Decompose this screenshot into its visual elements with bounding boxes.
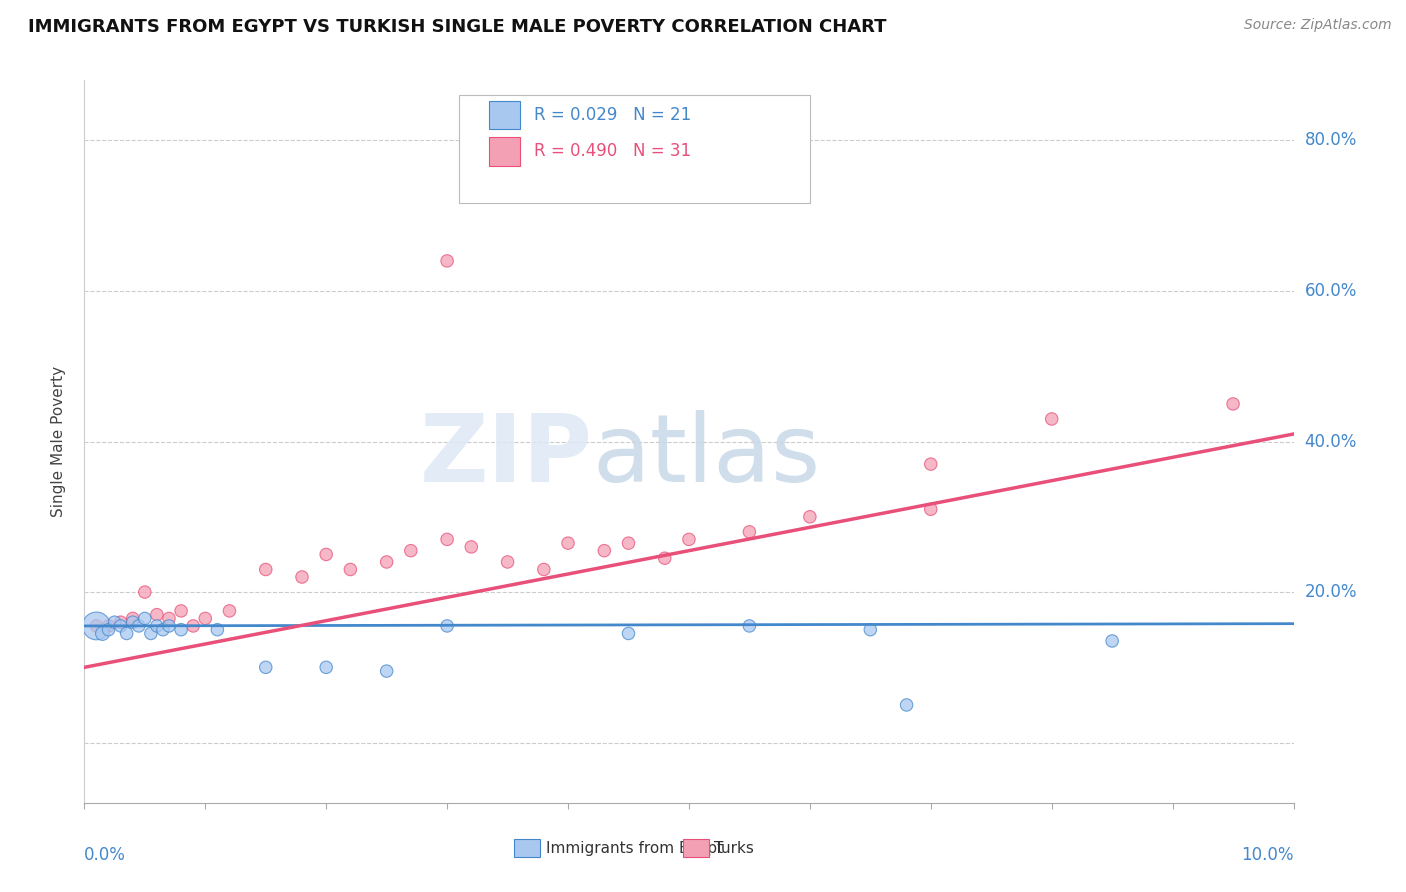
Bar	[489, 136, 520, 166]
Point	[218, 604, 240, 618]
Bar	[683, 838, 710, 857]
Point	[157, 619, 180, 633]
Point	[207, 623, 229, 637]
Text: Immigrants from Egypt: Immigrants from Egypt	[547, 841, 723, 855]
Point	[146, 607, 169, 622]
Point	[1101, 634, 1123, 648]
Bar	[489, 101, 520, 129]
Point	[654, 551, 676, 566]
Point	[436, 533, 458, 547]
Point	[738, 524, 761, 539]
Point	[375, 555, 398, 569]
Text: R = 0.029   N = 21: R = 0.029 N = 21	[534, 106, 692, 124]
Point	[157, 611, 180, 625]
Point	[436, 619, 458, 633]
Point	[315, 660, 337, 674]
Text: 80.0%: 80.0%	[1305, 131, 1357, 150]
Text: R = 0.490   N = 31: R = 0.490 N = 31	[534, 142, 692, 160]
FancyBboxPatch shape	[460, 95, 810, 203]
Text: 0.0%: 0.0%	[84, 847, 127, 864]
Point	[110, 615, 132, 630]
Text: 40.0%: 40.0%	[1305, 433, 1357, 450]
Point	[152, 623, 174, 637]
Point	[533, 562, 555, 576]
Point	[128, 619, 150, 633]
Point	[799, 509, 821, 524]
Text: 20.0%: 20.0%	[1305, 583, 1357, 601]
Point	[460, 540, 482, 554]
Point	[738, 619, 761, 633]
Point	[1222, 397, 1244, 411]
Point	[121, 611, 143, 625]
Point	[254, 660, 277, 674]
Point	[859, 623, 882, 637]
Point	[97, 619, 120, 633]
Point	[617, 626, 640, 640]
Point	[557, 536, 579, 550]
Point	[86, 619, 108, 633]
Point	[194, 611, 217, 625]
Point	[121, 615, 143, 630]
Text: Source: ZipAtlas.com: Source: ZipAtlas.com	[1244, 18, 1392, 32]
Point	[315, 548, 337, 562]
Point	[436, 253, 458, 268]
Point	[181, 619, 204, 633]
Point	[104, 615, 127, 630]
Point	[86, 619, 108, 633]
Point	[896, 698, 918, 712]
Point	[678, 533, 700, 547]
Point	[920, 457, 942, 471]
Point	[170, 623, 193, 637]
Text: Turks: Turks	[714, 841, 754, 855]
Point	[375, 664, 398, 678]
Point	[291, 570, 314, 584]
Point	[617, 536, 640, 550]
Point	[134, 585, 156, 599]
Point	[399, 543, 422, 558]
Point	[97, 623, 120, 637]
Text: 60.0%: 60.0%	[1305, 282, 1357, 300]
Point	[1040, 412, 1063, 426]
Point	[339, 562, 361, 576]
Text: ZIP: ZIP	[419, 410, 592, 502]
Point	[134, 611, 156, 625]
Point	[920, 502, 942, 516]
Point	[170, 604, 193, 618]
Point	[115, 626, 138, 640]
Y-axis label: Single Male Poverty: Single Male Poverty	[51, 366, 66, 517]
Point	[146, 619, 169, 633]
Point	[254, 562, 277, 576]
Text: IMMIGRANTS FROM EGYPT VS TURKISH SINGLE MALE POVERTY CORRELATION CHART: IMMIGRANTS FROM EGYPT VS TURKISH SINGLE …	[28, 18, 887, 36]
Text: 10.0%: 10.0%	[1241, 847, 1294, 864]
Point	[496, 555, 519, 569]
Bar	[513, 838, 540, 857]
Point	[91, 626, 114, 640]
Point	[110, 619, 132, 633]
Point	[139, 626, 162, 640]
Text: atlas: atlas	[592, 410, 821, 502]
Point	[593, 543, 616, 558]
